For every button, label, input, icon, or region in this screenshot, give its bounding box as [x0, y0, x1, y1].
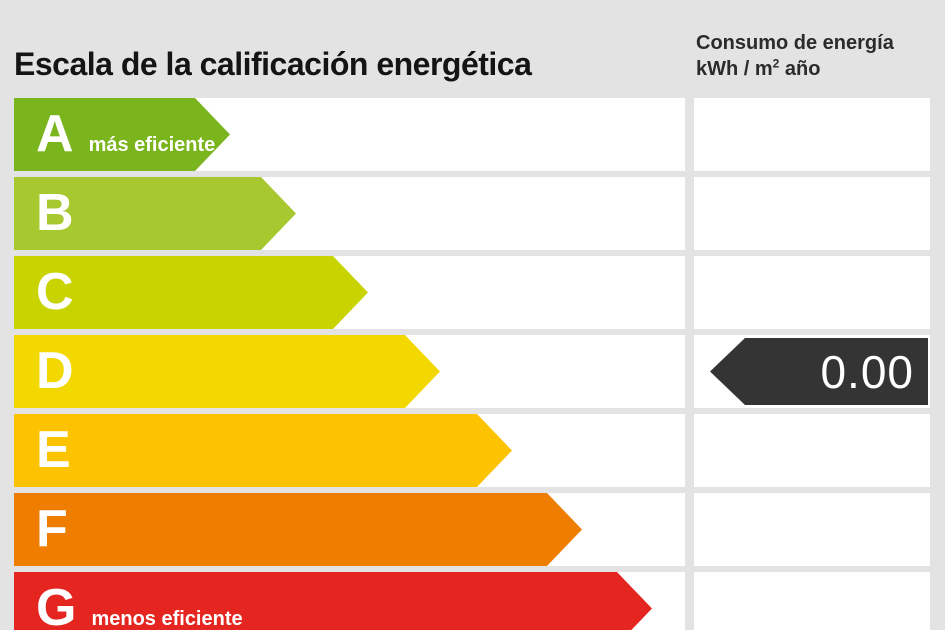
rating-row-e: E — [0, 414, 945, 487]
rating-letter: C — [36, 263, 74, 321]
rating-row-g: G menos eficiente — [0, 572, 945, 630]
consumption-cell-c — [694, 256, 930, 329]
consumption-cell-e — [694, 414, 930, 487]
rating-letter: D — [36, 342, 74, 400]
rating-track: C — [14, 256, 685, 329]
efficiency-note-most: más eficiente — [88, 134, 216, 156]
value-indicator-arrow: 0.00 — [710, 338, 928, 405]
page-title: Escala de la calificación energética — [14, 46, 532, 82]
rating-letter: B — [36, 184, 74, 242]
rating-bar-f: F — [14, 493, 582, 566]
rating-track: D — [14, 335, 685, 408]
consumption-header-line1: Consumo de energía — [696, 32, 894, 54]
rating-row-a: A más eficiente — [0, 98, 945, 171]
rating-bar-d: D — [14, 335, 440, 408]
rating-bar-e: E — [14, 414, 512, 487]
rating-letter: G — [36, 579, 77, 630]
rating-row-d: D 0.00 — [0, 335, 945, 408]
consumption-cell-f — [694, 493, 930, 566]
rating-bar-c: C — [14, 256, 368, 329]
rating-bar-b: B — [14, 177, 296, 250]
rating-row-b: B — [0, 177, 945, 250]
rating-track: E — [14, 414, 685, 487]
rating-track: B — [14, 177, 685, 250]
efficiency-note-least: menos eficiente — [91, 608, 243, 630]
rating-letter: A — [36, 105, 74, 163]
rating-row-c: C — [0, 256, 945, 329]
consumption-cell-g — [694, 572, 930, 630]
superscript-2: 2 — [772, 56, 780, 71]
rating-track: A más eficiente — [14, 98, 685, 171]
consumption-header-line2: kWh / m2 año — [696, 56, 821, 80]
consumption-cell-a — [694, 98, 930, 171]
rating-track: F — [14, 493, 685, 566]
consumption-cell-d: 0.00 — [694, 335, 930, 408]
rating-bar-a: A más eficiente — [14, 98, 230, 171]
consumption-header: Consumo de energía kWh / m2 año — [696, 30, 936, 82]
rating-bar-g: G menos eficiente — [14, 572, 652, 630]
rating-track: G menos eficiente — [14, 572, 685, 630]
rating-row-f: F — [0, 493, 945, 566]
consumption-value: 0.00 — [820, 345, 914, 398]
consumption-cell-b — [694, 177, 930, 250]
rating-letter: E — [36, 421, 71, 479]
rating-letter: F — [36, 500, 68, 558]
